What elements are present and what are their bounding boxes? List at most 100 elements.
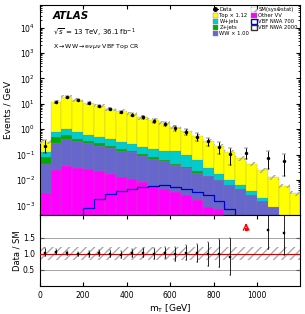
Bar	[289, 193, 300, 314]
Bar	[51, 102, 61, 132]
Bar	[116, 111, 127, 142]
Bar	[94, 143, 105, 146]
Bar	[138, 156, 148, 182]
Bar	[279, 186, 289, 314]
Bar	[51, 143, 61, 170]
Bar	[235, 158, 246, 185]
Bar	[214, 209, 224, 314]
Bar	[289, 191, 300, 196]
Text: $\sqrt{s}$ = 13 TeV, 36.1 fb$^{-1}$: $\sqrt{s}$ = 13 TeV, 36.1 fb$^{-1}$	[53, 27, 135, 39]
Bar	[224, 150, 235, 154]
Bar	[289, 247, 300, 260]
Bar	[105, 146, 116, 148]
Bar	[116, 177, 127, 314]
Bar	[268, 177, 279, 207]
Bar	[94, 247, 105, 260]
Bar	[94, 137, 105, 143]
Bar	[94, 106, 105, 137]
Bar	[148, 118, 159, 123]
Bar	[138, 147, 148, 154]
Bar	[83, 170, 94, 314]
Bar	[138, 154, 148, 156]
Bar	[268, 175, 279, 180]
Bar	[51, 100, 61, 105]
Bar	[235, 185, 246, 189]
Bar	[214, 174, 224, 180]
Bar	[192, 160, 203, 171]
Bar	[83, 103, 94, 134]
Bar	[94, 146, 105, 171]
Bar	[138, 247, 148, 260]
Bar	[159, 160, 170, 161]
X-axis label: m$_{\rm T}$ [GeV]: m$_{\rm T}$ [GeV]	[149, 302, 192, 314]
Bar	[159, 247, 170, 260]
Bar	[181, 167, 192, 168]
Bar	[181, 155, 192, 167]
Bar	[203, 207, 214, 314]
Bar	[138, 115, 148, 120]
Legend: Data, Top × 1.12, W+jets, Z+jets, WW × 1.00, SM(sys⊕stat), Other VV, VBF NWA 700: Data, Top × 1.12, W+jets, Z+jets, WW × 1…	[213, 7, 298, 36]
Bar	[148, 159, 159, 186]
Bar	[257, 168, 268, 173]
Bar	[224, 152, 235, 180]
Bar	[83, 100, 94, 105]
Bar	[203, 168, 214, 176]
Bar	[224, 247, 235, 260]
Bar	[83, 141, 94, 143]
Bar	[181, 195, 192, 314]
Bar	[105, 247, 116, 260]
Bar	[235, 221, 246, 314]
Bar	[138, 182, 148, 314]
Bar	[40, 193, 51, 314]
Bar	[148, 186, 159, 314]
Bar	[40, 157, 51, 164]
Bar	[105, 148, 116, 174]
Bar	[94, 171, 105, 314]
Y-axis label: Data / SM: Data / SM	[12, 230, 21, 271]
Bar	[181, 131, 192, 155]
Bar	[214, 144, 224, 149]
Bar	[246, 226, 257, 314]
Bar	[40, 140, 51, 144]
Bar	[61, 135, 72, 139]
Bar	[268, 207, 279, 314]
Bar	[170, 164, 181, 165]
Bar	[257, 198, 268, 201]
Bar	[127, 247, 138, 260]
Bar	[116, 142, 127, 149]
Bar	[192, 172, 203, 199]
Bar	[127, 153, 138, 179]
Bar	[61, 129, 72, 135]
Text: ATLAS: ATLAS	[53, 11, 89, 21]
Bar	[235, 189, 246, 221]
Bar	[116, 109, 127, 114]
Bar	[235, 156, 246, 161]
Bar	[127, 112, 138, 117]
Bar	[72, 100, 83, 133]
Bar	[127, 179, 138, 314]
Bar	[214, 146, 224, 174]
Bar	[127, 151, 138, 153]
Bar	[224, 215, 235, 314]
Bar	[203, 141, 214, 168]
Bar	[159, 161, 170, 189]
Bar	[51, 132, 61, 137]
Bar	[83, 247, 94, 260]
Bar	[138, 117, 148, 147]
Bar	[94, 104, 105, 108]
Text: X$\rightarrow$WW$\rightarrow$e$\nu\mu\nu$ VBF Top CR: X$\rightarrow$WW$\rightarrow$e$\nu\mu\nu…	[53, 41, 140, 51]
Bar	[170, 125, 181, 129]
Bar	[148, 120, 159, 149]
Bar	[61, 95, 72, 100]
Bar	[116, 149, 127, 151]
Bar	[61, 247, 72, 260]
Bar	[170, 151, 181, 164]
Bar	[181, 168, 192, 195]
Bar	[170, 165, 181, 192]
Bar	[246, 164, 257, 191]
Bar	[40, 152, 51, 157]
Bar	[148, 247, 159, 260]
Bar	[159, 123, 170, 151]
Bar	[224, 180, 235, 185]
Bar	[105, 107, 116, 111]
